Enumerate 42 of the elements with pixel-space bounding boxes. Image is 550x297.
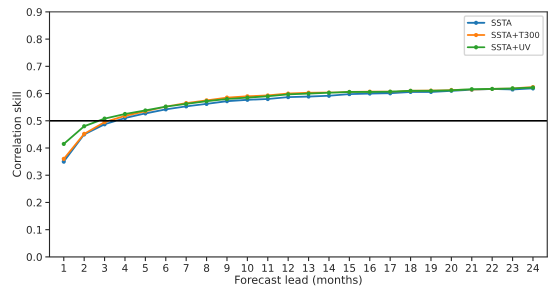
y-axis-title: Correlation skill — [12, 92, 22, 177]
x-tick-label: 3 — [102, 264, 108, 272]
x-tick-label: 19 — [425, 264, 437, 272]
legend-label: SSTA+UV — [492, 44, 530, 50]
x-tick-label: 23 — [506, 264, 518, 272]
y-tick-label: 0.9 — [26, 8, 42, 16]
x-tick-label: 11 — [262, 264, 274, 272]
y-tick-label: 0.4 — [26, 144, 42, 152]
y-tick-label: 0.1 — [26, 226, 42, 234]
x-tick-label: 6 — [163, 264, 168, 272]
x-tick-label: 10 — [242, 264, 254, 272]
y-tick-label: 0.0 — [26, 253, 42, 262]
x-tick-label: 14 — [323, 264, 336, 272]
x-tick-label: 13 — [303, 264, 314, 272]
legend-label: SSTA — [492, 20, 512, 26]
x-tick-label: 24 — [527, 264, 540, 272]
y-tick-label: 0.7 — [26, 62, 42, 70]
legend-label: SSTA+T300 — [492, 32, 540, 38]
x-tick-label: 17 — [384, 264, 396, 272]
x-tick-label: 15 — [344, 264, 356, 272]
x-tick-label: 5 — [142, 264, 148, 272]
x-tick-label: 1 — [62, 264, 66, 272]
y-tick-label: 0.8 — [26, 35, 42, 44]
x-tick-label: 16 — [364, 264, 376, 272]
y-tick-label: 0.5 — [26, 117, 42, 125]
x-tick-label: 9 — [224, 264, 230, 272]
point — [62, 156, 66, 161]
x-tick-label: 4 — [122, 264, 128, 272]
point — [62, 142, 66, 146]
x-axis-title: Forecast lead (months) — [235, 275, 362, 286]
x-tick-label: 8 — [204, 264, 210, 272]
x-tick-label: 22 — [486, 264, 498, 272]
x-tick-label: 18 — [405, 264, 416, 272]
y-tick-label: 0.3 — [26, 171, 42, 180]
y-tick-label: 0.2 — [26, 198, 42, 207]
x-tick-label: 2 — [82, 264, 86, 272]
x-tick-label: 12 — [282, 264, 294, 272]
y-tick-label: 0.6 — [26, 90, 42, 98]
x-tick-label: 7 — [184, 264, 189, 272]
x-tick-label: 21 — [466, 264, 478, 272]
point — [82, 124, 86, 128]
x-tick-label: 20 — [446, 264, 458, 272]
